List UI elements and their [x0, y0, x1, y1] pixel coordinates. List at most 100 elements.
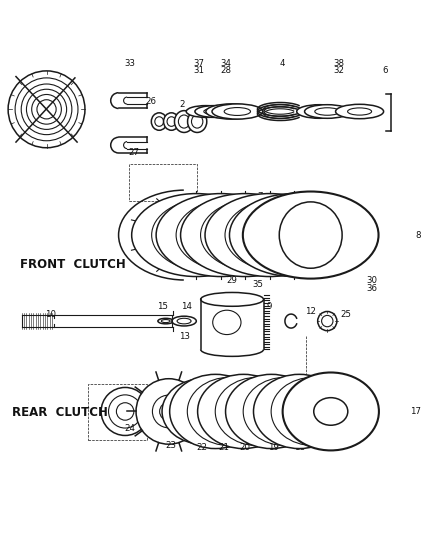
Ellipse shape [201, 199, 314, 272]
Ellipse shape [307, 108, 332, 115]
Ellipse shape [206, 209, 285, 261]
Text: 35: 35 [253, 280, 264, 289]
Text: 17: 17 [410, 407, 421, 416]
Ellipse shape [336, 104, 384, 119]
Ellipse shape [271, 377, 356, 446]
Ellipse shape [161, 320, 170, 322]
Text: 16: 16 [344, 385, 356, 394]
Ellipse shape [318, 311, 337, 330]
Text: 24: 24 [124, 424, 135, 433]
Text: 36: 36 [366, 284, 377, 293]
Text: 7: 7 [258, 192, 263, 201]
Ellipse shape [21, 84, 72, 135]
Ellipse shape [15, 78, 78, 141]
Ellipse shape [249, 393, 294, 430]
Text: 23: 23 [166, 441, 177, 450]
Ellipse shape [201, 293, 264, 306]
Ellipse shape [187, 111, 207, 133]
Ellipse shape [240, 208, 323, 262]
Ellipse shape [216, 208, 299, 262]
Text: 30: 30 [366, 276, 377, 285]
Ellipse shape [221, 393, 266, 430]
Ellipse shape [151, 113, 167, 130]
Ellipse shape [172, 316, 196, 326]
Ellipse shape [178, 115, 190, 128]
Text: 6: 6 [382, 66, 388, 75]
Ellipse shape [243, 377, 328, 446]
Text: 28: 28 [220, 67, 231, 75]
Text: 13: 13 [179, 332, 190, 341]
Text: 15: 15 [157, 302, 168, 311]
Ellipse shape [213, 310, 241, 335]
Ellipse shape [261, 392, 310, 431]
Ellipse shape [215, 377, 300, 446]
Ellipse shape [218, 108, 244, 116]
Text: 26: 26 [146, 97, 157, 106]
Ellipse shape [192, 208, 274, 262]
Text: 19: 19 [268, 443, 279, 452]
Ellipse shape [158, 318, 173, 324]
Ellipse shape [277, 393, 322, 430]
Ellipse shape [152, 199, 265, 272]
Ellipse shape [180, 193, 310, 277]
Ellipse shape [163, 113, 179, 130]
Text: 29: 29 [226, 276, 237, 285]
Ellipse shape [26, 89, 67, 130]
Ellipse shape [212, 104, 263, 119]
Ellipse shape [255, 209, 333, 261]
Ellipse shape [156, 193, 286, 277]
Ellipse shape [157, 209, 236, 261]
Ellipse shape [101, 387, 149, 435]
Ellipse shape [314, 398, 348, 425]
Ellipse shape [195, 106, 234, 117]
Text: FRONT  CLUTCH: FRONT CLUTCH [20, 258, 126, 271]
Ellipse shape [181, 209, 260, 261]
Ellipse shape [315, 108, 340, 115]
Ellipse shape [117, 403, 134, 420]
Ellipse shape [205, 392, 254, 431]
Ellipse shape [136, 379, 201, 444]
Ellipse shape [225, 199, 339, 272]
Ellipse shape [182, 395, 223, 428]
Text: 12: 12 [305, 306, 316, 316]
Text: 14: 14 [181, 302, 192, 311]
Ellipse shape [8, 71, 85, 148]
Ellipse shape [187, 377, 272, 446]
Text: 20: 20 [240, 443, 251, 452]
Text: 22: 22 [196, 443, 207, 452]
Ellipse shape [191, 115, 203, 128]
Text: 31: 31 [194, 67, 205, 75]
Ellipse shape [205, 193, 334, 277]
Text: 4: 4 [279, 59, 285, 68]
Text: 2: 2 [179, 100, 185, 109]
Text: 9: 9 [266, 302, 272, 311]
Ellipse shape [132, 193, 261, 277]
Ellipse shape [109, 395, 142, 428]
Ellipse shape [159, 402, 178, 421]
Ellipse shape [152, 395, 185, 428]
Ellipse shape [32, 94, 61, 124]
Ellipse shape [186, 106, 226, 117]
Ellipse shape [155, 117, 163, 126]
Text: 32: 32 [334, 67, 345, 75]
Text: 25: 25 [340, 310, 351, 319]
Ellipse shape [167, 117, 176, 126]
Text: 38: 38 [334, 59, 345, 68]
Ellipse shape [167, 208, 250, 262]
Text: 27: 27 [128, 148, 139, 157]
Ellipse shape [174, 111, 194, 133]
Text: REAR  CLUTCH: REAR CLUTCH [12, 406, 107, 419]
Ellipse shape [193, 393, 238, 430]
Ellipse shape [279, 202, 342, 268]
Ellipse shape [283, 373, 379, 450]
Ellipse shape [297, 104, 342, 118]
Text: 34: 34 [220, 59, 231, 68]
Ellipse shape [348, 108, 371, 115]
Ellipse shape [230, 209, 309, 261]
Ellipse shape [176, 199, 290, 272]
Text: 18: 18 [294, 443, 305, 452]
Ellipse shape [177, 318, 191, 324]
Ellipse shape [230, 193, 359, 277]
Text: 33: 33 [124, 59, 135, 68]
Ellipse shape [195, 108, 217, 115]
